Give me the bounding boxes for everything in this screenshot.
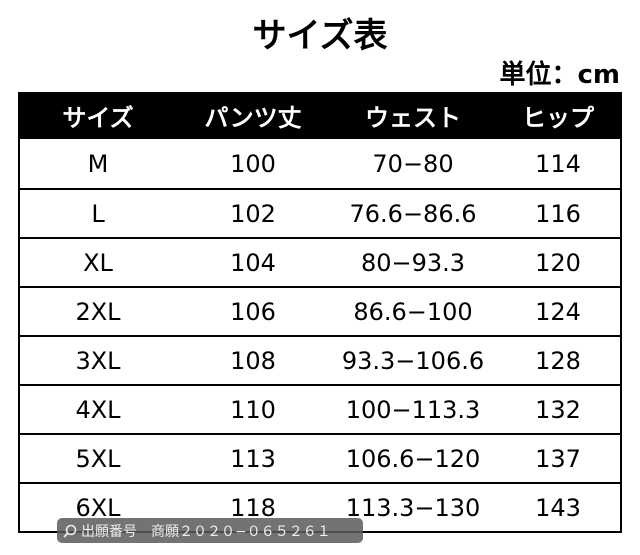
table-row: 2XL 106 86.6−100 124 [20,286,620,335]
table-row: L 102 76.6−86.6 116 [20,188,620,237]
size-table: サイズ パンツ丈 ウェスト ヒップ M 100 70−80 114 L 102 76.6−8… [18,92,622,533]
cell-size: 5XL [75,444,121,473]
watermark-text: 出願番号 商願２０２０−０６５２６１ [81,523,331,540]
cell-hip: 124 [535,297,581,326]
watermark-badge: 出願番号 商願２０２０−０６５２６１ [57,518,363,543]
cell-waist: 106.6−120 [345,444,481,473]
cell-waist: 100−113.3 [345,395,481,424]
header-waist: ウェスト [365,104,461,132]
cell-hip: 116 [535,199,581,228]
cell-length: 108 [230,346,276,375]
cell-size: 2XL [75,297,121,326]
table-row: XL 104 80−93.3 120 [20,237,620,286]
cell-waist: 86.6−100 [353,297,473,326]
cell-waist: 80−93.3 [360,248,466,277]
cell-size: 3XL [75,346,121,375]
header-size: サイズ [62,104,134,132]
cell-length: 104 [230,248,276,277]
cell-length: 102 [230,199,276,228]
cell-length: 113 [230,444,276,473]
cell-hip: 120 [535,248,581,277]
table-row: M 100 70−80 114 [20,139,620,188]
cell-size: 6XL [75,493,121,522]
cell-hip: 137 [535,444,581,473]
cell-size: L [91,199,105,228]
table-row: 3XL 108 93.3−106.6 128 [20,335,620,384]
table-row: 6XL 118 113.3−130 143 [20,482,620,531]
table-row: 5XL 113 106.6−120 137 [20,433,620,482]
cell-hip: 128 [535,346,581,375]
cell-size: 4XL [75,395,121,424]
cell-waist: 93.3−106.6 [341,346,485,375]
table-header: サイズ パンツ丈 ウェスト ヒップ [20,92,620,139]
cell-size: M [87,149,109,178]
cell-size: XL [83,248,113,277]
cell-hip: 143 [535,493,581,522]
table-row: 4XL 110 100−113.3 132 [20,384,620,433]
cell-hip: 114 [535,149,581,178]
header-length: パンツ丈 [204,104,302,132]
cell-length: 106 [230,297,276,326]
header-hip: ヒップ [522,104,594,132]
chart-title: サイズ表 [252,16,388,56]
search-icon [63,524,77,538]
cell-waist: 70−80 [372,149,454,178]
cell-hip: 132 [535,395,581,424]
cell-length: 110 [230,395,276,424]
cell-waist: 113.3−130 [345,493,481,522]
cell-waist: 76.6−86.6 [349,199,477,228]
cell-length: 118 [230,493,276,522]
cell-length: 100 [230,149,276,178]
unit-label: 単位：cm [499,60,620,90]
